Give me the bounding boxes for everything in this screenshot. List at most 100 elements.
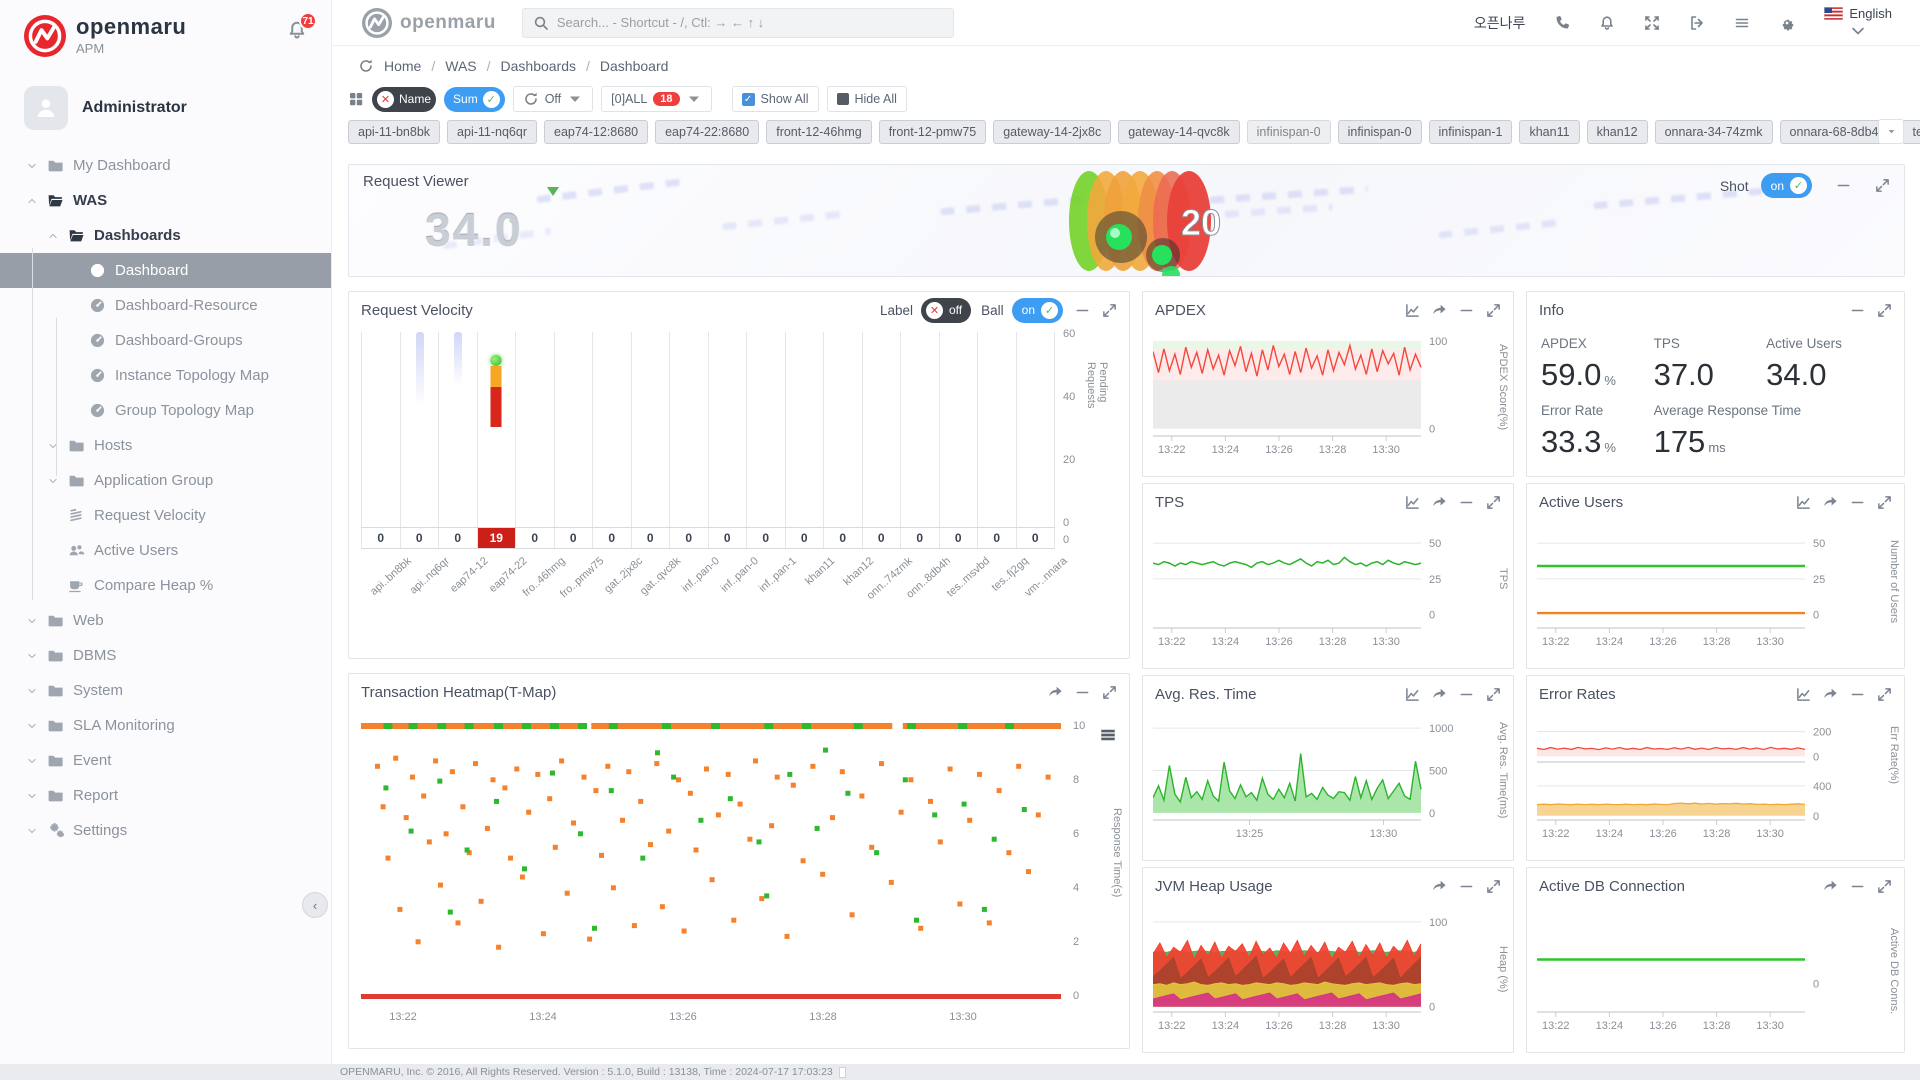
bell-icon[interactable] (1599, 15, 1615, 31)
chart-type-icon[interactable] (1405, 495, 1420, 510)
expand-icon[interactable] (1877, 495, 1892, 510)
minimize-icon[interactable] (1850, 879, 1865, 894)
chevron-down-icon[interactable] (47, 476, 59, 486)
notifications-bell-icon[interactable]: 71 (287, 12, 317, 40)
shot-toggle[interactable]: on ✓ (1760, 173, 1812, 198)
instance-chip[interactable]: infinispan-1 (1428, 120, 1513, 144)
sidebar-item-was[interactable]: WAS (0, 183, 331, 218)
instance-chip[interactable]: infinispan-0 (1246, 120, 1331, 144)
sidebar-item-hosts[interactable]: Hosts (0, 428, 331, 463)
instance-chip[interactable]: api-11-nq6qr (447, 120, 537, 144)
expand-icon[interactable] (1877, 879, 1892, 894)
minimize-icon[interactable] (1075, 685, 1090, 700)
chevron-down-icon[interactable] (26, 791, 38, 801)
search-box[interactable] (521, 7, 954, 38)
minimize-icon[interactable] (1459, 495, 1474, 510)
expand-icon[interactable] (1877, 303, 1892, 318)
instance-chip[interactable]: front-12-pmw75 (878, 120, 987, 144)
expand-icon[interactable] (1102, 685, 1117, 700)
instance-chip[interactable]: khan11 (1519, 120, 1580, 144)
ball-toggle[interactable]: on ✓ (1011, 297, 1063, 323)
instance-chip[interactable]: api-11-bn8bk (348, 120, 441, 144)
chevron-down-icon[interactable] (26, 616, 38, 626)
sidebar-item-request-velocity[interactable]: Request Velocity (0, 498, 331, 533)
menu-icon[interactable] (1734, 15, 1750, 31)
sidebar-item-group-topology-map[interactable]: Group Topology Map (0, 393, 331, 428)
share-icon[interactable] (1432, 687, 1447, 702)
chart-type-icon[interactable] (1796, 687, 1811, 702)
gear-icon[interactable] (1779, 15, 1795, 31)
instance-chip[interactable]: infinispan-0 (1337, 120, 1422, 144)
chips-overflow-caret[interactable] (1878, 119, 1904, 144)
share-icon[interactable] (1823, 495, 1838, 510)
minimize-icon[interactable] (1075, 303, 1090, 318)
expand-icon[interactable] (1486, 303, 1501, 318)
share-icon[interactable] (1823, 687, 1838, 702)
sidebar-item-web[interactable]: Web (0, 603, 331, 638)
sidebar-item-instance-topology-map[interactable]: Instance Topology Map (0, 358, 331, 393)
refresh-icon[interactable] (358, 58, 374, 74)
phone-icon[interactable] (1554, 15, 1570, 31)
sidebar-item-dashboard-resource[interactable]: Dashboard-Resource (0, 288, 331, 323)
instance-chip[interactable]: test-j-77bf8564 (1902, 120, 1920, 144)
expand-icon[interactable] (1486, 687, 1501, 702)
sidebar-item-application-group[interactable]: Application Group (0, 463, 331, 498)
sign-out-icon[interactable] (1689, 15, 1705, 31)
breadcrumb-item[interactable]: WAS (445, 58, 477, 74)
refresh-interval-dropdown[interactable]: Off (512, 86, 594, 112)
sum-toggle-pill[interactable]: Sum ✓ (444, 86, 505, 112)
expand-icon[interactable] (1486, 495, 1501, 510)
expand-icon[interactable] (1877, 687, 1892, 702)
minimize-icon[interactable] (1459, 879, 1474, 894)
chevron-down-icon[interactable] (26, 721, 38, 731)
share-icon[interactable] (1432, 879, 1447, 894)
sidebar-collapse-button[interactable]: ‹ (302, 892, 328, 918)
sidebar-item-event[interactable]: Event (0, 743, 331, 778)
sidebar-item-dbms[interactable]: DBMS (0, 638, 331, 673)
chevron-down-icon[interactable] (26, 686, 38, 696)
minimize-icon[interactable] (1459, 687, 1474, 702)
instance-chip[interactable]: khan12 (1586, 120, 1648, 144)
instance-chip[interactable]: front-12-46hmg (766, 120, 872, 144)
sidebar-item-report[interactable]: Report (0, 778, 331, 813)
hide-all-button[interactable]: Hide All (826, 86, 907, 112)
chart-type-icon[interactable] (1796, 495, 1811, 510)
share-icon[interactable] (1432, 495, 1447, 510)
minimize-icon[interactable] (1850, 495, 1865, 510)
tmap-menu-icon[interactable] (1099, 726, 1117, 744)
sidebar-item-active-users[interactable]: Active Users (0, 533, 331, 568)
sidebar-item-dashboard[interactable]: Dashboard (0, 253, 331, 288)
instance-chip[interactable]: gateway-14-2jx8c (993, 120, 1112, 144)
breadcrumb-item[interactable]: Dashboard (599, 58, 669, 74)
show-all-button[interactable]: ✓ Show All (731, 86, 819, 112)
share-icon[interactable] (1823, 879, 1838, 894)
chevron-down-icon[interactable] (26, 161, 38, 171)
instance-chip[interactable]: gateway-14-qvc8k (1118, 120, 1240, 144)
sidebar-item-dashboards[interactable]: Dashboards (0, 218, 331, 253)
instance-chip[interactable]: eap74-22:8680 (655, 120, 760, 144)
chevron-up-icon[interactable] (47, 231, 59, 241)
minimize-icon[interactable] (1459, 303, 1474, 318)
expand-icon[interactable] (1486, 879, 1501, 894)
chevron-down-icon[interactable] (26, 826, 38, 836)
label-toggle[interactable]: ✕ off (921, 297, 972, 323)
sidebar-item-settings[interactable]: Settings (0, 813, 331, 848)
instance-chip[interactable]: eap74-12:8680 (544, 120, 649, 144)
minimize-icon[interactable] (1836, 178, 1851, 193)
grid-view-icon[interactable] (348, 91, 364, 107)
language-selector[interactable]: English (1824, 6, 1892, 39)
minimize-icon[interactable] (1850, 303, 1865, 318)
sidebar-item-my-dashboard[interactable]: My Dashboard (0, 148, 331, 183)
chevron-down-icon[interactable] (26, 651, 38, 661)
chevron-down-icon[interactable] (47, 441, 59, 451)
sidebar-item-compare-heap-[interactable]: Compare Heap % (0, 568, 331, 603)
chart-type-icon[interactable] (1405, 303, 1420, 318)
instance-chip[interactable]: onnara-34-74zmk (1654, 120, 1773, 144)
fullscreen-icon[interactable] (1644, 15, 1660, 31)
expand-icon[interactable] (1875, 178, 1890, 193)
breadcrumb-item[interactable]: Dashboards (500, 58, 577, 74)
share-icon[interactable] (1048, 685, 1063, 700)
chevron-up-icon[interactable] (26, 196, 38, 206)
share-icon[interactable] (1432, 303, 1447, 318)
breadcrumb-item[interactable]: Home (384, 58, 422, 74)
